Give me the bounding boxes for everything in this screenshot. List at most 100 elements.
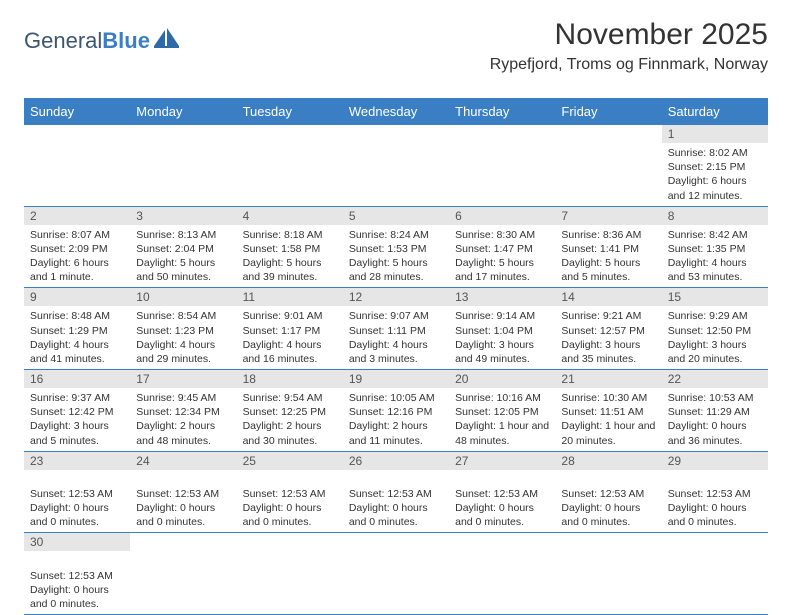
calendar-cell: [130, 533, 236, 615]
day-text: Sunrise: 10:30 AMSunset: 11:51 AMDayligh…: [555, 388, 661, 451]
calendar-cell: 20Sunrise: 10:16 AMSunset: 12:05 PMDayli…: [449, 370, 555, 452]
calendar-cell: [237, 533, 343, 615]
day-number: [237, 125, 343, 129]
calendar-cell: [662, 533, 768, 615]
day-number: 9: [24, 288, 130, 306]
day-text: Sunset: 12:53 AMDaylight: 0 hours and 0 …: [449, 470, 555, 533]
calendar-cell: 8Sunrise: 8:42 AMSunset: 1:35 PMDaylight…: [662, 206, 768, 288]
calendar-cell: [24, 125, 130, 206]
calendar-row: 2Sunrise: 8:07 AMSunset: 2:09 PMDaylight…: [24, 206, 768, 288]
day-text: Sunrise: 8:02 AMSunset: 2:15 PMDaylight:…: [662, 143, 768, 206]
calendar-cell: 28Sunset: 12:53 AMDaylight: 0 hours and …: [555, 451, 661, 533]
calendar-cell: 17Sunrise: 9:45 AMSunset: 12:34 PMDaylig…: [130, 370, 236, 452]
day-number: 15: [662, 288, 768, 306]
day-number: 19: [343, 370, 449, 388]
day-number: [343, 533, 449, 537]
calendar-cell: 7Sunrise: 8:36 AMSunset: 1:41 PMDaylight…: [555, 206, 661, 288]
calendar-cell: 14Sunrise: 9:21 AMSunset: 12:57 PMDaylig…: [555, 288, 661, 370]
day-number: 7: [555, 207, 661, 225]
calendar-cell: [449, 533, 555, 615]
calendar-cell: 3Sunrise: 8:13 AMSunset: 2:04 PMDaylight…: [130, 206, 236, 288]
calendar-cell: 11Sunrise: 9:01 AMSunset: 1:17 PMDayligh…: [237, 288, 343, 370]
day-number: 24: [130, 452, 236, 470]
calendar-cell: 9Sunrise: 8:48 AMSunset: 1:29 PMDaylight…: [24, 288, 130, 370]
day-text: Sunrise: 8:13 AMSunset: 2:04 PMDaylight:…: [130, 225, 236, 288]
brand-blue: Blue: [102, 28, 150, 54]
calendar-cell: 24Sunset: 12:53 AMDaylight: 0 hours and …: [130, 451, 236, 533]
day-text: Sunrise: 8:48 AMSunset: 1:29 PMDaylight:…: [24, 306, 130, 369]
calendar-cell: 13Sunrise: 9:14 AMSunset: 1:04 PMDayligh…: [449, 288, 555, 370]
day-number: 20: [449, 370, 555, 388]
day-number: 28: [555, 452, 661, 470]
day-number: [449, 533, 555, 537]
brand-general: General: [24, 28, 102, 54]
day-number: 22: [662, 370, 768, 388]
weekday-wednesday: Wednesday: [343, 98, 449, 125]
calendar-cell: 30Sunset: 12:53 AMDaylight: 0 hours and …: [24, 533, 130, 615]
calendar-cell: 29Sunset: 12:53 AMDaylight: 0 hours and …: [662, 451, 768, 533]
day-number: 8: [662, 207, 768, 225]
calendar-cell: 16Sunrise: 9:37 AMSunset: 12:42 PMDaylig…: [24, 370, 130, 452]
day-text: Sunrise: 8:07 AMSunset: 2:09 PMDaylight:…: [24, 225, 130, 288]
day-text: Sunrise: 9:01 AMSunset: 1:17 PMDaylight:…: [237, 306, 343, 369]
day-text: Sunrise: 9:21 AMSunset: 12:57 PMDaylight…: [555, 306, 661, 369]
header: November 2025 Rypefjord, Troms og Finnma…: [490, 18, 768, 74]
calendar-row: 30Sunset: 12:53 AMDaylight: 0 hours and …: [24, 533, 768, 615]
day-text: Sunset: 12:53 AMDaylight: 0 hours and 0 …: [24, 470, 130, 533]
day-number: 25: [237, 452, 343, 470]
calendar-cell: 23Sunset: 12:53 AMDaylight: 0 hours and …: [24, 451, 130, 533]
calendar-cell: 18Sunrise: 9:54 AMSunset: 12:25 PMDaylig…: [237, 370, 343, 452]
day-text: Sunrise: 9:37 AMSunset: 12:42 PMDaylight…: [24, 388, 130, 451]
day-number: [130, 533, 236, 537]
day-number: [24, 125, 130, 129]
weekday-saturday: Saturday: [662, 98, 768, 125]
calendar-cell: 1Sunrise: 8:02 AMSunset: 2:15 PMDaylight…: [662, 125, 768, 206]
calendar-cell: 25Sunset: 12:53 AMDaylight: 0 hours and …: [237, 451, 343, 533]
calendar-cell: [555, 533, 661, 615]
calendar-cell: [130, 125, 236, 206]
day-text: Sunrise: 10:05 AMSunset: 12:16 PMDayligh…: [343, 388, 449, 451]
weekday-monday: Monday: [130, 98, 236, 125]
calendar-cell: [343, 533, 449, 615]
day-text: Sunrise: 8:18 AMSunset: 1:58 PMDaylight:…: [237, 225, 343, 288]
day-text: Sunset: 12:53 AMDaylight: 0 hours and 0 …: [130, 470, 236, 533]
calendar-cell: 22Sunrise: 10:53 AMSunset: 11:29 AMDayli…: [662, 370, 768, 452]
calendar-cell: 26Sunset: 12:53 AMDaylight: 0 hours and …: [343, 451, 449, 533]
day-number: 30: [24, 533, 130, 551]
day-text: Sunrise: 9:07 AMSunset: 1:11 PMDaylight:…: [343, 306, 449, 369]
day-number: 17: [130, 370, 236, 388]
day-text: Sunset: 12:53 AMDaylight: 0 hours and 0 …: [662, 470, 768, 533]
day-text: Sunrise: 9:45 AMSunset: 12:34 PMDaylight…: [130, 388, 236, 451]
day-text: Sunrise: 8:36 AMSunset: 1:41 PMDaylight:…: [555, 225, 661, 288]
day-number: 29: [662, 452, 768, 470]
day-text: Sunset: 12:53 AMDaylight: 0 hours and 0 …: [555, 470, 661, 533]
day-number: 23: [24, 452, 130, 470]
calendar-row: 23Sunset: 12:53 AMDaylight: 0 hours and …: [24, 451, 768, 533]
day-number: 12: [343, 288, 449, 306]
day-number: 2: [24, 207, 130, 225]
day-number: [237, 533, 343, 537]
calendar-cell: 21Sunrise: 10:30 AMSunset: 11:51 AMDayli…: [555, 370, 661, 452]
day-number: [555, 533, 661, 537]
day-text: Sunrise: 10:16 AMSunset: 12:05 PMDayligh…: [449, 388, 555, 451]
day-number: 11: [237, 288, 343, 306]
sail-icon: [154, 28, 180, 54]
day-number: 4: [237, 207, 343, 225]
weekday-sunday: Sunday: [24, 98, 130, 125]
day-number: 10: [130, 288, 236, 306]
day-text: Sunrise: 10:53 AMSunset: 11:29 AMDayligh…: [662, 388, 768, 451]
day-number: 5: [343, 207, 449, 225]
day-text: Sunrise: 8:42 AMSunset: 1:35 PMDaylight:…: [662, 225, 768, 288]
day-text: Sunrise: 9:54 AMSunset: 12:25 PMDaylight…: [237, 388, 343, 451]
calendar-cell: 12Sunrise: 9:07 AMSunset: 1:11 PMDayligh…: [343, 288, 449, 370]
day-text: Sunrise: 9:29 AMSunset: 12:50 PMDaylight…: [662, 306, 768, 369]
calendar-cell: 5Sunrise: 8:24 AMSunset: 1:53 PMDaylight…: [343, 206, 449, 288]
calendar-row: 16Sunrise: 9:37 AMSunset: 12:42 PMDaylig…: [24, 370, 768, 452]
calendar-cell: [555, 125, 661, 206]
day-number: [130, 125, 236, 129]
day-number: 14: [555, 288, 661, 306]
day-text: Sunset: 12:53 AMDaylight: 0 hours and 0 …: [237, 470, 343, 533]
weekday-header-row: Sunday Monday Tuesday Wednesday Thursday…: [24, 98, 768, 125]
location-subtitle: Rypefjord, Troms og Finnmark, Norway: [490, 56, 768, 74]
day-text: Sunset: 12:53 AMDaylight: 0 hours and 0 …: [343, 470, 449, 533]
